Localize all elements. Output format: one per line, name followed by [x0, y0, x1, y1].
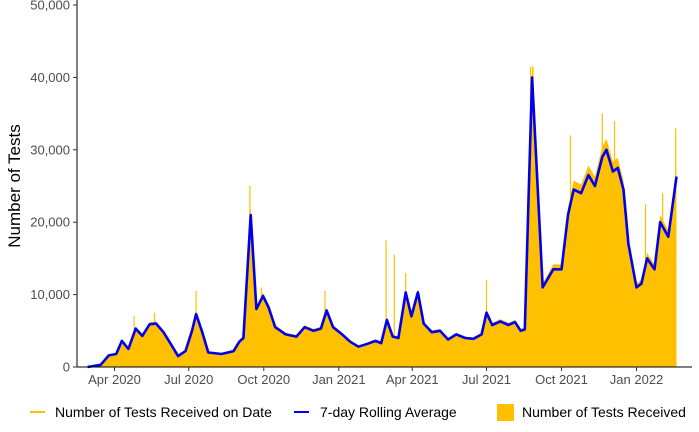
tests-received-fill — [87, 62, 677, 368]
legend-rolling-label: 7-day Rolling Average — [320, 404, 457, 420]
x-tick-label: Jul 2020 — [164, 372, 213, 387]
y-axis-title: Number of Tests — [5, 124, 24, 247]
x-tick-label: Oct 2020 — [237, 372, 290, 387]
x-tick-label: Jan 2021 — [312, 372, 366, 387]
y-tick-label: 50,000 — [30, 0, 70, 13]
y-tick-label: 20,000 — [30, 215, 70, 230]
y-tick-label: 0 — [63, 360, 70, 375]
y-tick-label: 40,000 — [30, 70, 70, 85]
legend-area-label: Number of Tests Received — [522, 404, 686, 420]
x-tick-label: Oct 2021 — [535, 372, 588, 387]
rolling-average-line — [87, 76, 678, 369]
x-tick-label: Apr 2020 — [88, 372, 141, 387]
legend-daily-label: Number of Tests Received on Date — [55, 404, 272, 420]
x-tick-label: Jan 2022 — [610, 372, 664, 387]
y-tick-label: 30,000 — [30, 142, 70, 157]
legend-area-swatch — [497, 404, 514, 421]
y-tick-label: 10,000 — [30, 287, 70, 302]
x-tick-label: Jul 2021 — [462, 372, 511, 387]
tests-received-area — [87, 62, 677, 368]
legend: Number of Tests Received on Date 7-day R… — [30, 404, 686, 421]
x-tick-label: Apr 2021 — [386, 372, 439, 387]
